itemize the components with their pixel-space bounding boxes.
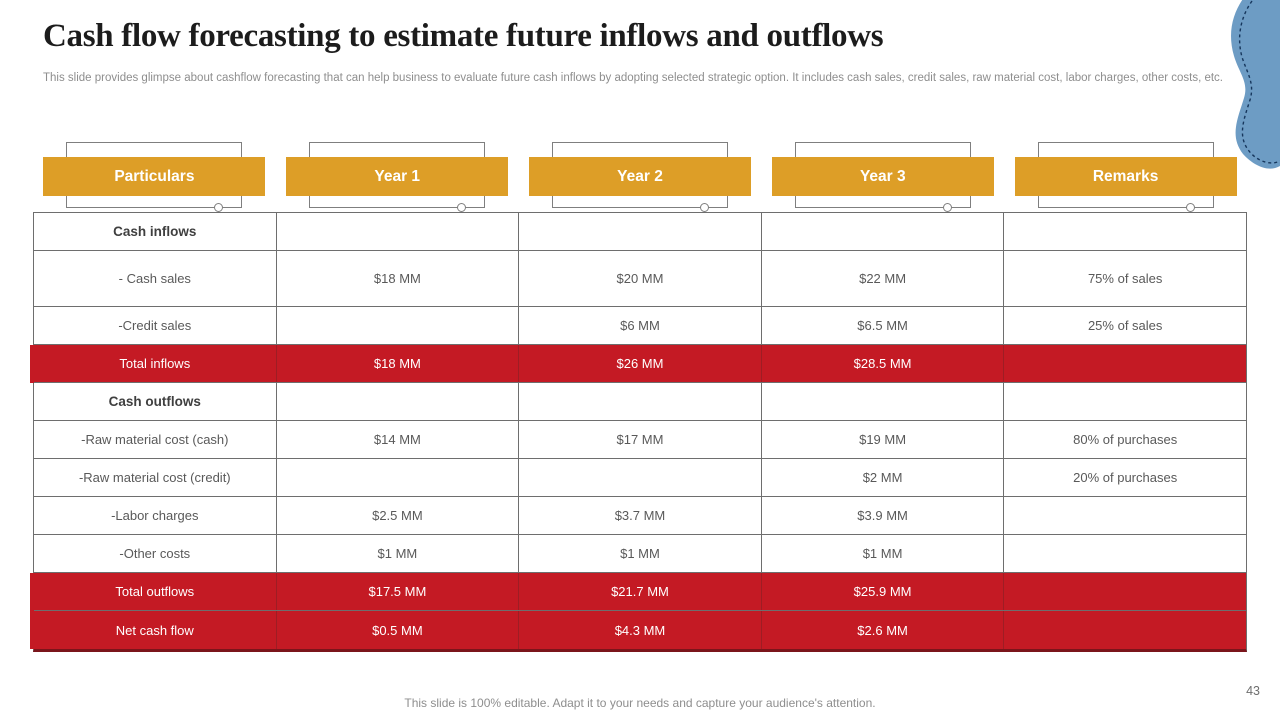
value-cell: $2.5 MM: [277, 497, 520, 534]
value-cell: 25% of sales: [1087, 318, 1163, 333]
value-cell: [762, 213, 1005, 250]
value-cell: $6.5 MM: [762, 307, 1005, 344]
value-cell: $18 MM: [277, 251, 520, 306]
cash-flow-table: Cash inflows - Cash sales $18 MM $20 MM $22 …: [33, 212, 1247, 652]
page-number: 43: [1246, 684, 1260, 698]
value-cell: $0.5 MM: [277, 611, 520, 649]
value-cell: 75% of sales: [1087, 271, 1163, 286]
table-row: -Other costs $1 MM $1 MM $1 MM: [34, 535, 1246, 573]
value-cell: [519, 383, 762, 420]
connector-circle-icon: [699, 203, 709, 212]
table-row: -Raw material cost (cash) $14 MM $17 MM $19…: [34, 421, 1246, 459]
row-label-cell: Cash outflows: [34, 383, 277, 420]
slide-subtitle: This slide provides glimpse about cashfl…: [43, 72, 1224, 84]
row-label-cell: -Raw material cost (cash): [34, 421, 277, 458]
connector-circle-icon: [457, 203, 467, 212]
value-cell: [1004, 535, 1246, 572]
connector-circle-icon: [214, 203, 224, 212]
table-header-row: Particulars Year 1 Year 2 Year 3 Remarks: [33, 140, 1247, 214]
value-cell: $17.5 MM: [277, 573, 520, 610]
connector-circle-icon: [1185, 203, 1195, 212]
value-cell: $28.5 MM: [762, 345, 1005, 382]
value-cell: $20 MM: [519, 251, 762, 306]
table-row: Net cash flow $0.5 MM $4.3 MM $2.6 MM: [34, 611, 1246, 649]
table-row: - Cash sales $18 MM $20 MM $22 MM 75% of sal…: [34, 251, 1246, 307]
value-cell: $14 MM: [277, 421, 520, 458]
table-header-column: Year 3: [761, 140, 1004, 214]
value-cell: $22 MM: [762, 251, 1005, 306]
value-cell: [519, 459, 762, 496]
value-cell: [1004, 383, 1246, 420]
table-row: -Labor charges $2.5 MM $3.7 MM $3.9 MM: [34, 497, 1246, 535]
row-label-cell: Cash inflows: [34, 213, 277, 250]
header-banner: Year 3: [771, 157, 994, 196]
editable-note: This slide is 100% editable. Adapt it to…: [404, 696, 876, 710]
value-cell: [1004, 611, 1246, 649]
table-row: Cash outflows: [34, 383, 1246, 421]
value-cell: $2 MM: [762, 459, 1005, 496]
value-cell: $25.9 MM: [762, 573, 1005, 610]
value-cell: $3.9 MM: [762, 497, 1005, 534]
row-label-cell: -Credit sales: [34, 307, 277, 344]
connector-circle-icon: [942, 203, 952, 212]
row-label-cell: -Raw material cost (credit): [34, 459, 277, 496]
header-banner: Year 1: [286, 157, 509, 196]
value-cell: $2.6 MM: [762, 611, 1005, 649]
value-cell: $1 MM: [519, 535, 762, 572]
header-banner: Year 2: [528, 157, 751, 196]
value-cell: [1004, 497, 1246, 534]
value-cell: [762, 383, 1005, 420]
table-row: Cash inflows: [34, 213, 1246, 251]
table-header-column: Year 1: [276, 140, 519, 214]
value-cell: $4.3 MM: [519, 611, 762, 649]
value-cell: $3.7 MM: [519, 497, 762, 534]
value-cell: $26 MM: [519, 345, 762, 382]
table-header-column: Particulars: [33, 140, 276, 214]
value-cell: 80% of purchases: [1073, 432, 1178, 447]
table-row: Total inflows $18 MM $26 MM $28.5 MM: [34, 345, 1246, 383]
value-cell: $6 MM: [519, 307, 762, 344]
value-cell: $17 MM: [519, 421, 762, 458]
value-cell: [277, 307, 520, 344]
value-cell: $1 MM: [762, 535, 1005, 572]
table-row: -Credit sales $6 MM $6.5 MM 25% of sales: [34, 307, 1246, 345]
header-banner: Particulars: [43, 157, 266, 196]
row-label-cell: -Labor charges: [34, 497, 277, 534]
value-cell: [519, 213, 762, 250]
row-label-cell: - Cash sales: [34, 251, 277, 306]
table-row: -Raw material cost (credit) $2 MM 20% of p…: [34, 459, 1246, 497]
row-label-cell: Total outflows: [34, 573, 277, 610]
table-header-column: Remarks: [1004, 140, 1247, 214]
value-cell: $18 MM: [277, 345, 520, 382]
row-label-cell: Total inflows: [34, 345, 277, 382]
table-header-column: Year 2: [519, 140, 762, 214]
header-banner: Remarks: [1014, 157, 1237, 196]
value-cell: $19 MM: [762, 421, 1005, 458]
value-cell: [277, 213, 520, 250]
value-cell: [277, 383, 520, 420]
page-title: Cash flow forecasting to estimate future…: [43, 18, 884, 54]
value-cell: $21.7 MM: [519, 573, 762, 610]
row-label-cell: -Other costs: [34, 535, 277, 572]
value-cell: [1004, 345, 1246, 382]
decorative-blob-shape: [1231, 0, 1280, 169]
value-cell: [277, 459, 520, 496]
value-cell: [1004, 573, 1246, 610]
table-row: Total outflows $17.5 MM $21.7 MM $25.9 MM: [34, 573, 1246, 611]
value-cell: $1 MM: [277, 535, 520, 572]
row-label-cell: Net cash flow: [34, 611, 277, 649]
value-cell: [1004, 213, 1246, 250]
value-cell: 20% of purchases: [1073, 470, 1178, 485]
